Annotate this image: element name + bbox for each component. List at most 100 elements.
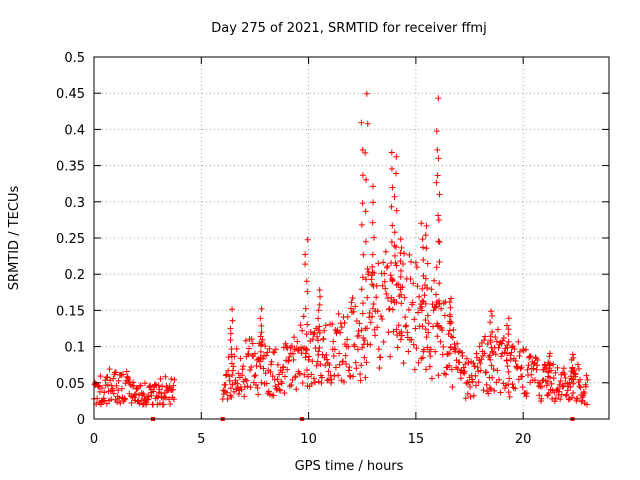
- data-point: [110, 375, 117, 382]
- data-point: [367, 341, 374, 348]
- data-point: [380, 259, 387, 266]
- data-point: [301, 371, 308, 378]
- data-point: [498, 353, 505, 360]
- data-point: [419, 354, 426, 361]
- data-point: [280, 364, 287, 371]
- data-point: [368, 276, 375, 283]
- data-point: [278, 380, 285, 387]
- data-point: [294, 338, 301, 345]
- data-point: [271, 349, 278, 356]
- data-point: [227, 392, 234, 399]
- data-point: [141, 380, 148, 387]
- data-point: [104, 381, 111, 388]
- data-point: [391, 242, 398, 249]
- data-point: [581, 390, 588, 397]
- data-point: [464, 390, 471, 397]
- data-point: [285, 357, 292, 364]
- data-point: [475, 379, 482, 386]
- data-point: [469, 378, 476, 385]
- data-point: [357, 371, 364, 378]
- data-point: [414, 283, 421, 290]
- data-point: [379, 315, 386, 322]
- data-point: [419, 236, 426, 243]
- data-point: [222, 381, 229, 388]
- data-point: [433, 128, 440, 135]
- data-point: [496, 376, 503, 383]
- data-point: [302, 305, 309, 312]
- data-point: [156, 386, 163, 393]
- data-point: [378, 313, 385, 320]
- data-point: [235, 370, 242, 377]
- data-point: [341, 319, 348, 326]
- data-point: [363, 90, 370, 97]
- data-point: [364, 120, 371, 127]
- data-point: [220, 391, 227, 398]
- data-point: [335, 372, 342, 379]
- data-point: [487, 339, 494, 346]
- data-point: [419, 323, 426, 330]
- data-point: [264, 349, 271, 356]
- data-point: [229, 317, 236, 324]
- data-point: [329, 321, 336, 328]
- data-point: [124, 374, 131, 381]
- data-point: [487, 356, 494, 363]
- data-point: [457, 375, 464, 382]
- data-point: [413, 264, 420, 271]
- data-point: [446, 327, 453, 334]
- data-point: [262, 343, 269, 350]
- data-point: [258, 341, 265, 348]
- data-point: [446, 350, 453, 357]
- data-point: [309, 336, 316, 343]
- data-point: [154, 394, 161, 401]
- data-point: [304, 236, 311, 243]
- data-point: [362, 208, 369, 215]
- data-point: [294, 347, 301, 354]
- data-point: [284, 366, 291, 373]
- data-point: [405, 348, 412, 355]
- data-point: [316, 344, 323, 351]
- data-point: [303, 331, 310, 338]
- data-point: [364, 265, 371, 272]
- data-point: [112, 369, 119, 376]
- data-point: [559, 383, 566, 390]
- data-point: [481, 350, 488, 357]
- data-point: [101, 389, 108, 396]
- data-point: [273, 385, 280, 392]
- data-point: [362, 238, 369, 245]
- data-point: [234, 380, 241, 387]
- data-point: [227, 336, 234, 343]
- data-point: [531, 377, 538, 384]
- data-point: [235, 390, 242, 397]
- data-point: [358, 362, 365, 369]
- x-axis-label: GPS time / hours: [295, 459, 404, 474]
- data-point: [545, 359, 552, 366]
- data-point: [415, 359, 422, 366]
- data-point: [402, 314, 409, 321]
- data-point: [398, 267, 405, 274]
- data-point: [358, 286, 365, 293]
- data-point: [354, 346, 361, 353]
- data-point: [94, 382, 101, 389]
- data-point: [418, 220, 425, 227]
- data-point: [427, 346, 434, 353]
- data-point: [459, 349, 466, 356]
- data-point: [557, 396, 564, 403]
- data-point: [228, 351, 235, 358]
- data-point: [563, 391, 570, 398]
- data-point: [555, 385, 562, 392]
- data-point: [426, 363, 433, 370]
- data-point: [575, 365, 582, 372]
- data-point: [546, 374, 553, 381]
- data-point: [362, 149, 369, 156]
- data-point: [511, 345, 518, 352]
- data-point: [345, 343, 352, 350]
- data-point: [118, 385, 125, 392]
- data-point: [450, 326, 457, 333]
- data-point: [548, 367, 555, 374]
- data-point: [363, 359, 370, 366]
- data-point: [291, 334, 298, 341]
- data-point: [571, 370, 578, 377]
- data-point: [416, 293, 423, 300]
- data-point: [435, 212, 442, 219]
- data-point: [160, 395, 167, 402]
